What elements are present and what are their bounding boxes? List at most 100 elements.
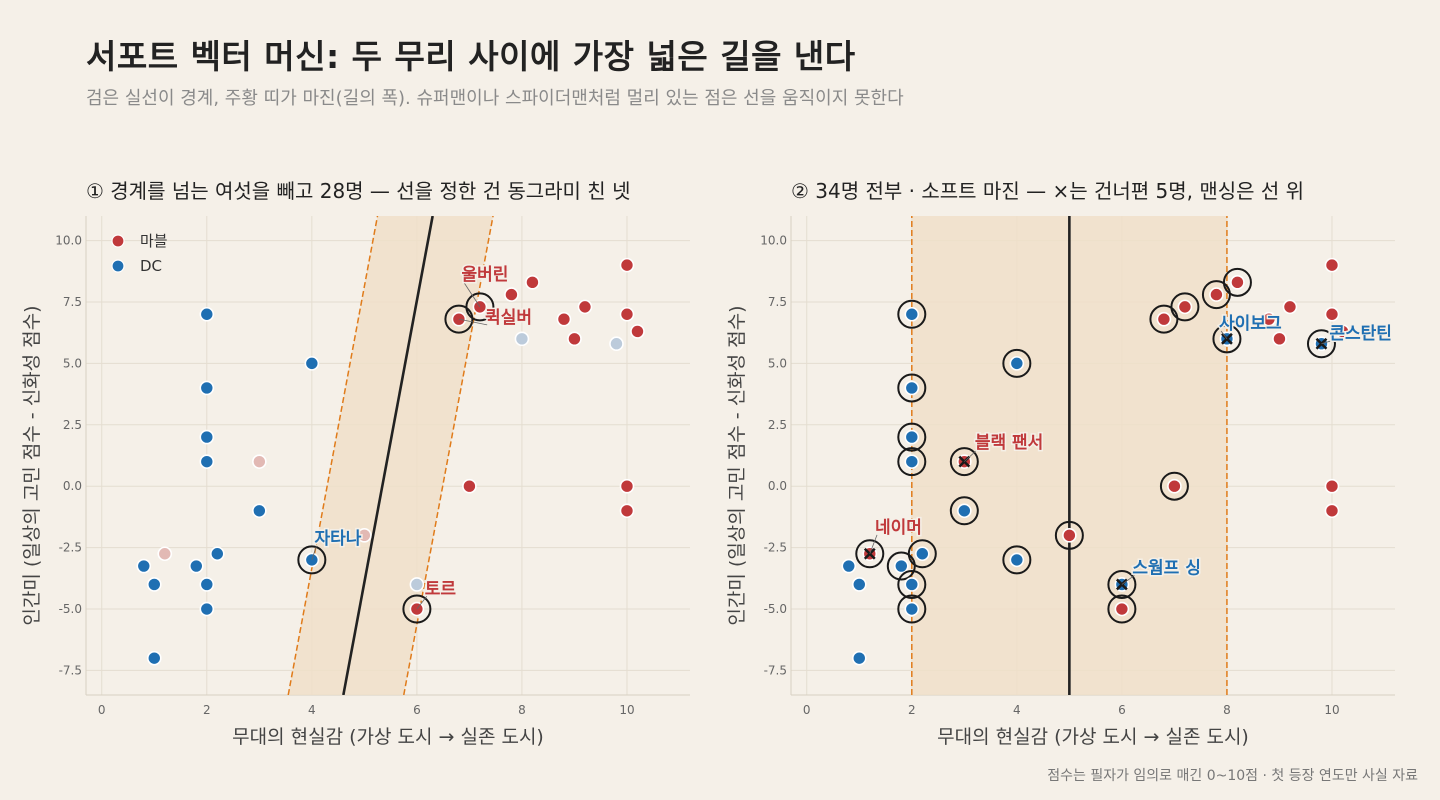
x-tick-label: 10 xyxy=(1324,703,1339,717)
marvel-point xyxy=(619,257,635,273)
point-annotation: 블랙 팬서 xyxy=(975,433,1043,453)
chart-panel-1: ① 경계를 넘는 여섯을 빼고 28명 — 선을 정한 건 동그라미 친 넷 0 2… xyxy=(21,179,690,748)
support-vector-ring xyxy=(897,447,927,477)
y-tick-label: 0.0 xyxy=(63,479,82,493)
x-tick-label: 8 xyxy=(518,703,526,717)
chart-title: ② 34명 전부 · 소프트 마진 — ×는 건너편 5명, 맨싱은 선 위 xyxy=(791,179,1304,203)
margin-line-low xyxy=(287,216,379,695)
dc-point xyxy=(199,429,215,445)
dc-point xyxy=(1009,356,1025,371)
dc-point xyxy=(851,650,867,666)
y-axis-label: 인간미 (일상의 고민 점수 - 신화성 점수) xyxy=(21,305,43,625)
x-tick-label: 2 xyxy=(908,703,916,717)
page-subtitle: 검은 실선이 경계, 주황 띠가 마진(길의 폭). 슈퍼맨이나 스파이더맨처럼… xyxy=(86,88,904,109)
marvel-point xyxy=(1230,275,1245,290)
annotation-leader xyxy=(311,545,317,561)
x-axis-label: 무대의 현실감 (가상 도시 → 실존 도시) xyxy=(937,726,1249,748)
y-tick-label: 5.0 xyxy=(768,356,787,370)
marvel-point xyxy=(619,306,635,322)
marvel-point xyxy=(357,528,372,543)
y-axis-label: 인간미 (일상의 고민 점수 - 신화성 점수) xyxy=(726,305,748,625)
legend-marker-dc xyxy=(111,259,125,273)
dc-point xyxy=(199,601,215,617)
marvel-point xyxy=(157,546,173,562)
dc-point xyxy=(904,380,920,396)
dc-point xyxy=(514,331,530,347)
point-annotation: 자타나 xyxy=(314,529,361,549)
marvel-point xyxy=(1209,287,1224,302)
dc-point xyxy=(252,503,267,519)
annotation-leader xyxy=(463,281,481,308)
y-tick-label: -7.5 xyxy=(764,663,787,677)
dc-point xyxy=(915,546,930,562)
dc-point xyxy=(199,306,215,322)
x-tick-label: 4 xyxy=(1013,703,1021,717)
support-vector-ring xyxy=(444,304,474,334)
legend-marker-marvel xyxy=(111,234,125,248)
dc-point xyxy=(904,454,920,469)
x-tick-label: 2 xyxy=(203,703,211,717)
dc-point xyxy=(851,577,867,592)
marvel-point xyxy=(1324,503,1340,519)
y-tick-label: 5.0 xyxy=(63,356,82,370)
marvel-point xyxy=(462,478,477,494)
point-annotation: 울버린 xyxy=(462,265,509,285)
misclassified-cross xyxy=(1115,578,1128,591)
support-vector-ring xyxy=(1212,324,1242,354)
decision-boundary xyxy=(342,216,434,695)
misclassified-cross xyxy=(1221,332,1233,345)
y-tick-label: 2.5 xyxy=(768,418,787,432)
marvel-point xyxy=(1261,311,1277,327)
support-vector-ring xyxy=(949,447,979,477)
x-tick-label: 4 xyxy=(308,703,316,717)
marvel-point xyxy=(1156,311,1172,327)
legend-label-marvel: 마블 xyxy=(140,232,168,250)
margin-band xyxy=(288,216,494,695)
dc-point xyxy=(904,429,920,445)
support-vector-ring xyxy=(297,545,327,575)
dc-point xyxy=(199,380,215,396)
legend: 마블 DC xyxy=(111,232,168,275)
marvel-point xyxy=(1335,324,1350,339)
x-tick-label: 10 xyxy=(619,703,634,717)
marvel-point xyxy=(252,454,267,469)
annotation-leader xyxy=(1121,575,1135,585)
support-vector-ring xyxy=(855,539,885,569)
marvel-point xyxy=(619,478,635,494)
y-tick-label: -7.5 xyxy=(59,663,82,677)
marvel-point xyxy=(1114,601,1130,617)
support-vector-ring xyxy=(897,299,927,329)
marvel-point xyxy=(1177,299,1193,315)
dc-point xyxy=(136,558,152,574)
dc-point xyxy=(1009,552,1025,568)
footnote: 점수는 필자가 임의로 매긴 0~10점 · 첫 등장 연도만 사실 자료 xyxy=(1047,768,1418,784)
marvel-point xyxy=(1062,528,1077,543)
marvel-point xyxy=(567,331,582,347)
annotation-leader xyxy=(964,449,978,462)
x-tick-label: 6 xyxy=(1118,703,1126,717)
marvel-point xyxy=(1324,306,1340,322)
marvel-point xyxy=(577,299,593,315)
annotation-leader xyxy=(869,534,878,554)
support-vector-ring xyxy=(897,569,927,599)
marvel-point xyxy=(556,311,572,327)
point-annotation: 콘스탄틴 xyxy=(1329,324,1392,344)
marvel-point xyxy=(1282,299,1298,315)
support-vector-ring xyxy=(949,496,979,526)
dc-point xyxy=(146,650,162,666)
dc-point xyxy=(409,577,425,592)
legend-label-dc: DC xyxy=(140,257,162,275)
x-tick-label: 6 xyxy=(413,703,421,717)
point-annotation: 스웜프 싱 xyxy=(1132,558,1200,578)
y-tick-label: -5.0 xyxy=(59,602,82,616)
annotation-leader xyxy=(458,318,488,326)
support-vector-ring xyxy=(1201,280,1231,310)
dc-point xyxy=(199,577,215,592)
svm-layer xyxy=(287,216,494,695)
y-tick-label: 2.5 xyxy=(63,418,82,432)
dc-point xyxy=(210,546,225,562)
marvel-point xyxy=(1167,478,1182,494)
y-tick-label: 10.0 xyxy=(760,234,787,248)
svm-layer xyxy=(911,216,1228,695)
support-vector-ring xyxy=(402,594,432,624)
